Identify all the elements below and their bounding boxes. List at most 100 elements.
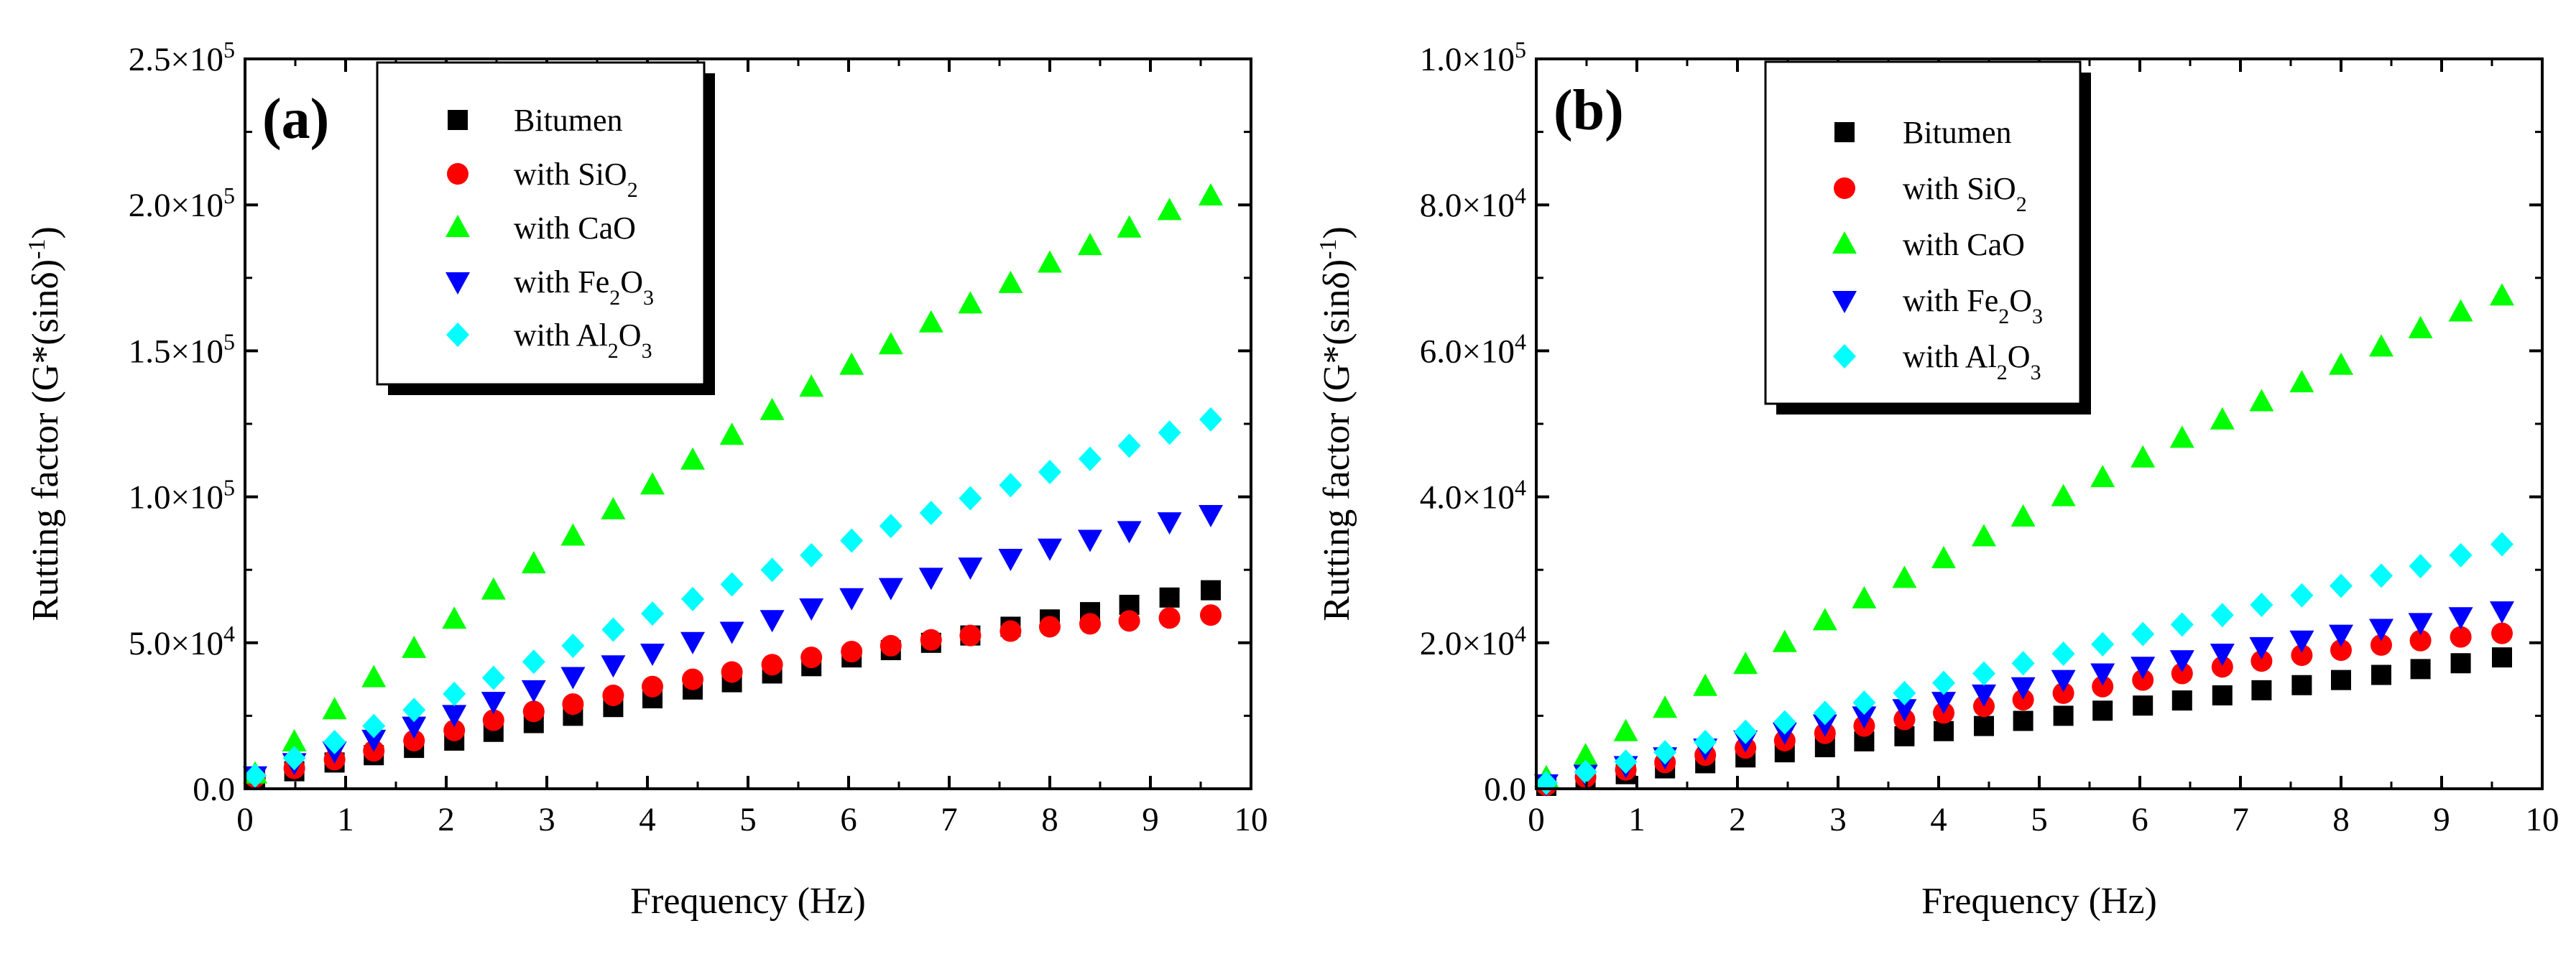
panel-a-legend-label-with-sio2: with SiO2 [514,157,638,202]
panel-b-point-with-sio2 [2291,644,2313,667]
panel-b-point-with-cao [2369,334,2393,357]
panel-b-point-with-fe2o3 [2448,607,2473,630]
panel-b-point-bitumen [2171,690,2192,711]
panel-a-point-with-sio2 [602,684,624,706]
panel-a-point-with-fe2o3 [878,578,903,601]
panel-a-legend-label-main: with Al [514,318,608,353]
panel-b-legend-symbol-with-fe2o3 [1832,291,1857,313]
panel-b-point-with-cao [1772,629,1797,652]
panel-b-x-tick-label: 4 [1930,801,1947,838]
panel-b-point-with-al2o3 [1574,759,1597,784]
panel-a-point-with-fe2o3 [361,729,387,752]
panel-b-point-with-fe2o3 [1972,684,1996,707]
panel-b: 0 1 2 3 4 5 6 7 8 9 100.02.0×1044.0×1046.0×1048.0×… [1315,37,2559,922]
panel-a-legend-label-bitumen: Bitumen [514,103,623,138]
panel-b-legend-label-sub: 2 [2016,193,2027,216]
panel-b-legend-label-bitumen: Bitumen [1903,115,2012,150]
panel-a-point-with-cao [361,664,387,687]
panel-a-legend-label-main: with Fe [514,264,609,300]
panel-b-x-tick-label: 6 [2131,801,2148,838]
panel-a-point-with-al2o3 [443,681,466,706]
panel-a-legend-label-sub: 2 [627,178,638,202]
panel-b-point-with-al2o3 [2091,631,2115,657]
panel-a-y-tick-label: 0.0 [193,771,235,808]
panel-b-ticks: 0 1 2 3 4 5 6 7 8 9 100.02.0×1044.0×1046.0×1048.0×… [1420,37,2559,838]
panel-a-point-with-cao [799,374,824,397]
panel-b-legend-label-main: Bitumen [1903,115,2012,150]
panel-b-y-tick-label: 8.0×104 [1420,182,1526,224]
panel-b-point-with-al2o3 [1773,710,1796,735]
panel-b-point-with-al2o3 [1734,719,1758,744]
panel-a-point-with-sio2 [562,693,584,716]
panel-a-point-with-sio2 [1118,610,1140,632]
panel-b-point-with-al2o3 [1653,740,1677,765]
panel-b-y-tick-exponent: 4 [1515,328,1526,354]
panel-b-point-with-al2o3 [2449,542,2473,568]
panel-a-legend-label-main: with SiO [514,157,627,192]
panel-b-point-with-al2o3 [2370,563,2393,588]
panel-a-point-with-al2o3 [919,500,943,525]
panel-b-legend-label-tail: O [2009,283,2032,318]
panel-b-point-with-sio2 [2409,629,2432,652]
panel-b-point-with-cao [2448,299,2473,322]
panel-a-series-with-cao [243,183,1223,784]
panel-a-point-with-cao [839,352,864,375]
panel-a-point-with-al2o3 [402,698,426,723]
panel-b-point-with-sio2 [2211,656,2233,678]
panel-a-point-with-fe2o3 [799,598,824,621]
panel-a-point-with-al2o3 [1038,460,1061,485]
panel-a-ticks: 0 1 2 3 4 5 6 7 8 9 100.05.0×1041.0×1051.5×1052.0×… [129,37,1268,838]
panel-a-point-with-al2o3 [522,649,545,675]
panel-a-point-with-al2o3 [720,572,744,597]
panel-b-point-with-cao [1693,673,1718,696]
panel-a-point-with-cao [442,606,467,629]
panel-a-point-with-cao [719,422,744,445]
panel-b-point-with-al2o3 [2250,592,2273,617]
panel-b-point-with-al2o3 [1932,670,1955,695]
panel-b-point-with-cao [2090,465,2115,488]
panel-b-point-bitumen [2212,685,2233,705]
panel-b-point-with-fe2o3 [2051,670,2076,693]
panel-b-point-with-al2o3 [2051,642,2075,667]
panel-a-x-tick-label: 7 [941,801,958,838]
panel-a-point-with-fe2o3 [1157,512,1182,535]
panel-b-x-tick-label: 1 [1628,801,1645,838]
panel-a-point-with-al2o3 [362,713,386,738]
panel-a-marks [243,183,1223,790]
panel-b-point-with-al2o3 [2330,573,2353,598]
panel-a-legend-label-main: with CaO [514,210,636,246]
panel-a-y-tick-mantissa: 2.0×10 [129,187,223,224]
panel-a-x-tick-label: 5 [739,801,757,838]
panel-b-point-with-cao [1613,718,1638,741]
panel-a-point-with-al2o3 [1079,446,1102,471]
panel-a-point-with-cao [998,270,1023,293]
panel-a-legend-symbol-bitumen [448,110,468,130]
panel-a-point-with-sio2 [1079,613,1101,635]
panel-b-y-axis-title-tail: ) [1316,226,1357,239]
panel-b-point-with-al2o3 [2170,612,2194,637]
panel-a-point-with-cao [402,635,427,658]
panel-b-point-with-sio2 [2012,689,2034,711]
panel-a-point-bitumen [1201,580,1221,601]
panel-a-point-with-al2o3 [840,528,864,553]
panel-b-point-with-sio2 [2370,634,2392,656]
panel-a-legend-label-with-cao: with CaO [514,210,636,246]
panel-a-legend-label-tail-sub: 3 [643,286,654,310]
panel-b-point-with-fe2o3 [2011,677,2036,700]
panel-a-point-with-fe2o3 [958,557,983,580]
panel-b-legend-label-with-al2o3: with Al2O3 [1903,339,2041,384]
panel-b-y-tick-exponent: 4 [1515,475,1526,501]
panel-b-point-bitumen [2251,680,2272,700]
panel-b-point-with-sio2 [2330,639,2352,661]
panel-a-point-with-sio2 [443,719,466,741]
panel-a-legend-label-sub: 2 [608,339,619,363]
panel-b-label: (b) [1554,79,1624,142]
panel-b-point-with-cao [1812,608,1837,631]
panel-b-series-with-cao [1534,283,2514,787]
panel-b-point-with-al2o3 [1694,729,1717,754]
panel-a-legend-label-tail: O [619,318,642,353]
panel-b-point-with-fe2o3 [2090,663,2115,686]
panel-a-point-with-sio2 [959,624,982,647]
panel-b-legend-symbol-bitumen [1834,122,1855,142]
